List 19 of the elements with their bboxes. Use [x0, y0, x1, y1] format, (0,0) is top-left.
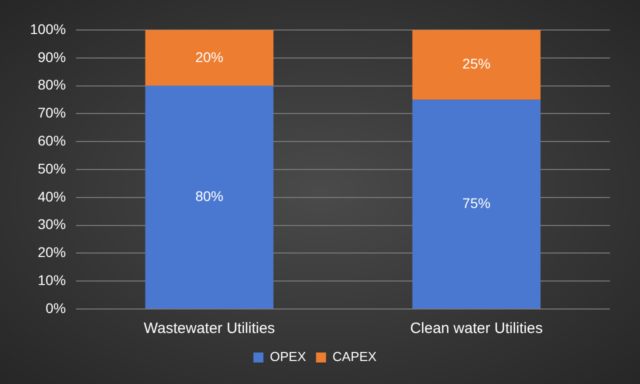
y-tick-label: 90% — [38, 48, 66, 65]
y-tick-label: 70% — [38, 104, 66, 121]
data-label: 20% — [195, 48, 224, 65]
y-tick-label: 0% — [46, 300, 66, 316]
data-label: 25% — [462, 56, 490, 72]
x-tick-label: Clean water Utilities — [410, 320, 543, 338]
y-tick-label: 20% — [38, 244, 66, 260]
legend-label: CAPEX — [332, 349, 377, 364]
data-label: 75% — [462, 194, 490, 211]
legend-label: OPEX — [270, 349, 306, 364]
y-tick-label: 60% — [38, 132, 66, 148]
y-tick-label: 10% — [38, 272, 66, 288]
y-tick-label: 50% — [38, 160, 66, 176]
y-tick-label: 40% — [38, 188, 66, 204]
data-label: 80% — [195, 188, 224, 204]
y-tick-label: 30% — [38, 216, 66, 232]
y-tick-label: 100% — [30, 20, 66, 37]
x-tick-label: Wastewater Utilities — [144, 320, 275, 338]
y-tick-label: 80% — [38, 76, 66, 93]
